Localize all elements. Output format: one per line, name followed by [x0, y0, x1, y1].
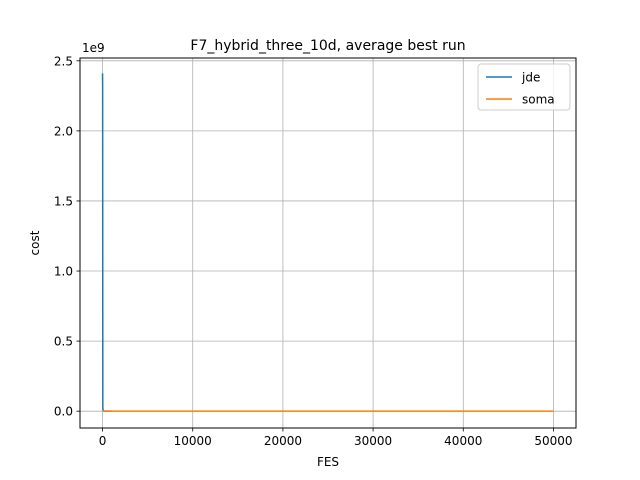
legend-label-jde: jde — [521, 71, 540, 85]
grid — [80, 58, 576, 428]
series-lines — [101, 73, 554, 412]
chart-title: F7_hybrid_three_10d, average best run — [190, 38, 465, 54]
x-tick-label: 20000 — [264, 434, 302, 448]
x-axis-label: FES — [317, 455, 339, 469]
y-tick-label: 1.5 — [54, 194, 73, 208]
plot-frame — [79, 57, 577, 429]
y-axis-label: cost — [28, 230, 42, 255]
x-tick-label: 10000 — [174, 434, 212, 448]
y-tick-label: 0.5 — [54, 335, 73, 349]
ticks: 0 10000 20000 30000 40000 50000 0.0 0.5 1.0 1.5 2.… — [54, 54, 573, 448]
legend-label-soma: soma — [522, 93, 555, 107]
legend: jde soma — [477, 63, 571, 111]
y-tick-label: 1.0 — [54, 265, 73, 279]
x-tick-label: 30000 — [354, 434, 392, 448]
x-tick-label: 40000 — [444, 434, 482, 448]
x-tick-label: 50000 — [534, 434, 572, 448]
y-tick-label: 2.0 — [54, 124, 73, 138]
y-tick-label: 0.0 — [54, 405, 73, 419]
y-tick-label: 2.5 — [54, 54, 73, 68]
x-tick-label: 0 — [99, 434, 107, 448]
y-axis-offset-label: 1e9 — [82, 41, 105, 55]
